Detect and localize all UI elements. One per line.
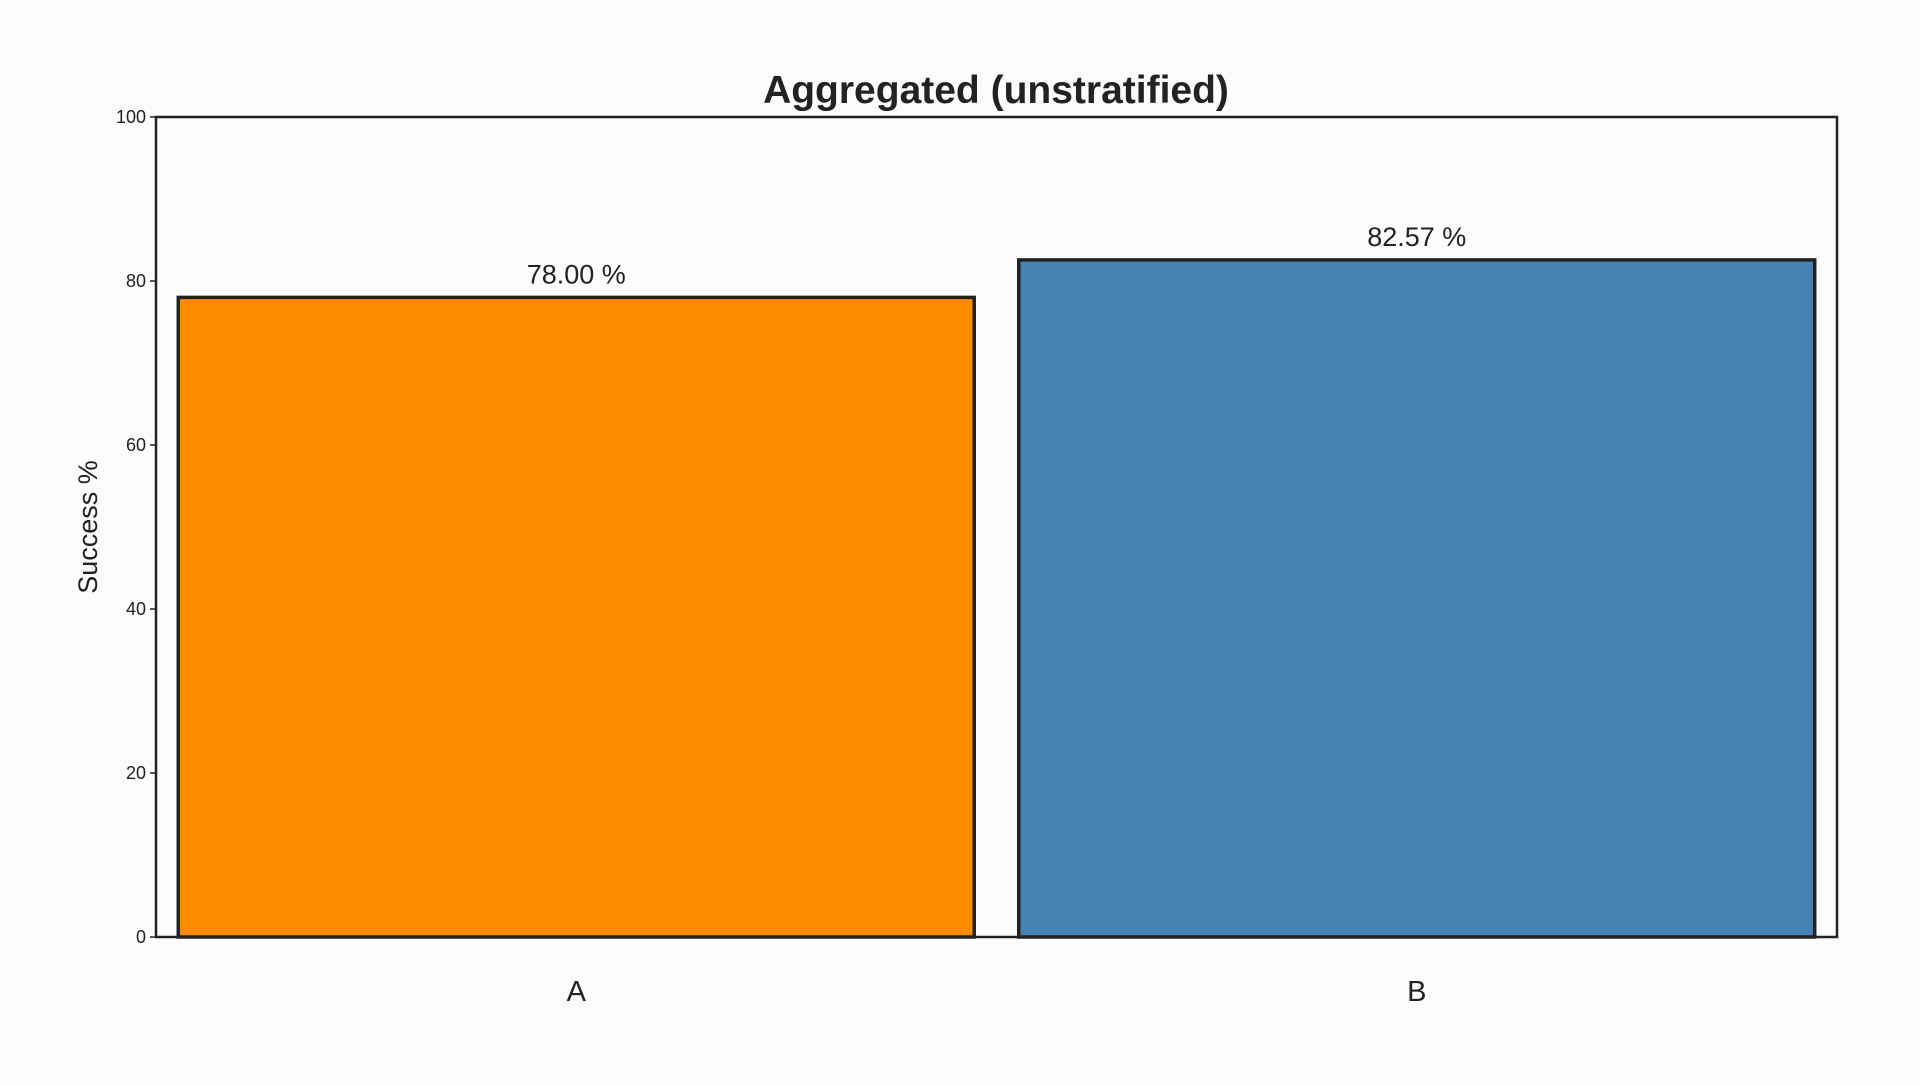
y-axis-label: Success % <box>73 460 103 594</box>
y-tick-label-40: 40 <box>126 599 146 619</box>
y-tick-label-100: 100 <box>116 107 146 127</box>
y-tick-label-0: 0 <box>136 927 146 947</box>
x-tick-label-a: A <box>567 976 587 1008</box>
value-label-b: 82.57 % <box>1367 222 1466 252</box>
value-label-a: 78.00 % <box>527 259 626 289</box>
y-tick-label-20: 20 <box>126 763 146 783</box>
bar-a <box>176 295 976 939</box>
x-tick-label-b: B <box>1407 976 1426 1008</box>
plot-area: 78.00 % A 82.57 % B 0 20 40 60 80 100 <box>116 107 1839 1008</box>
y-tick-label-80: 80 <box>126 271 146 291</box>
bar-b <box>1017 258 1817 939</box>
plot-frame <box>154 115 1839 939</box>
y-tick-label-60: 60 <box>126 435 146 455</box>
chart-title: Aggregated (unstratified) <box>763 69 1229 112</box>
